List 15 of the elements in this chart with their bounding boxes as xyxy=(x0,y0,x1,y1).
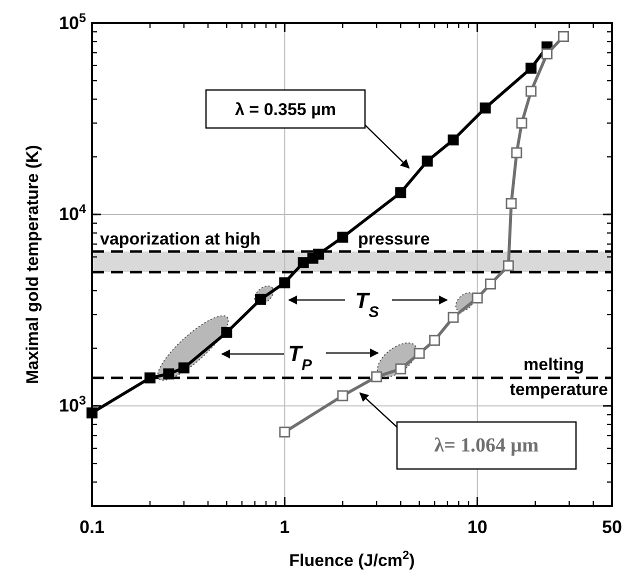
annotation: T$_{P}$ xyxy=(288,341,313,374)
y-tick-label: 10$^{4}$ xyxy=(58,202,86,224)
text: λ= 1.064 µm xyxy=(434,434,540,456)
y-tick-label: 10$^{3}$ xyxy=(58,394,86,416)
x-tick-label: 10 xyxy=(467,516,488,537)
annotation: T$_{S}$ xyxy=(355,288,380,320)
text: vaporization at high pressure xyxy=(100,230,430,249)
y-axis-title: Maximal gold temperature (K) xyxy=(23,145,42,384)
x-tick-label: 1 xyxy=(280,516,290,537)
ref-line-label: melting temperature xyxy=(510,354,608,399)
x-tick-label: 50 xyxy=(602,516,622,537)
x-tick-label: 0.1 xyxy=(79,516,105,537)
y-tick-label: 10$^{5}$ xyxy=(58,10,86,33)
text: λ = 0.355 µm xyxy=(234,100,336,119)
x-axis-title: Fluence (J/cm$^{2}$) xyxy=(289,548,415,570)
